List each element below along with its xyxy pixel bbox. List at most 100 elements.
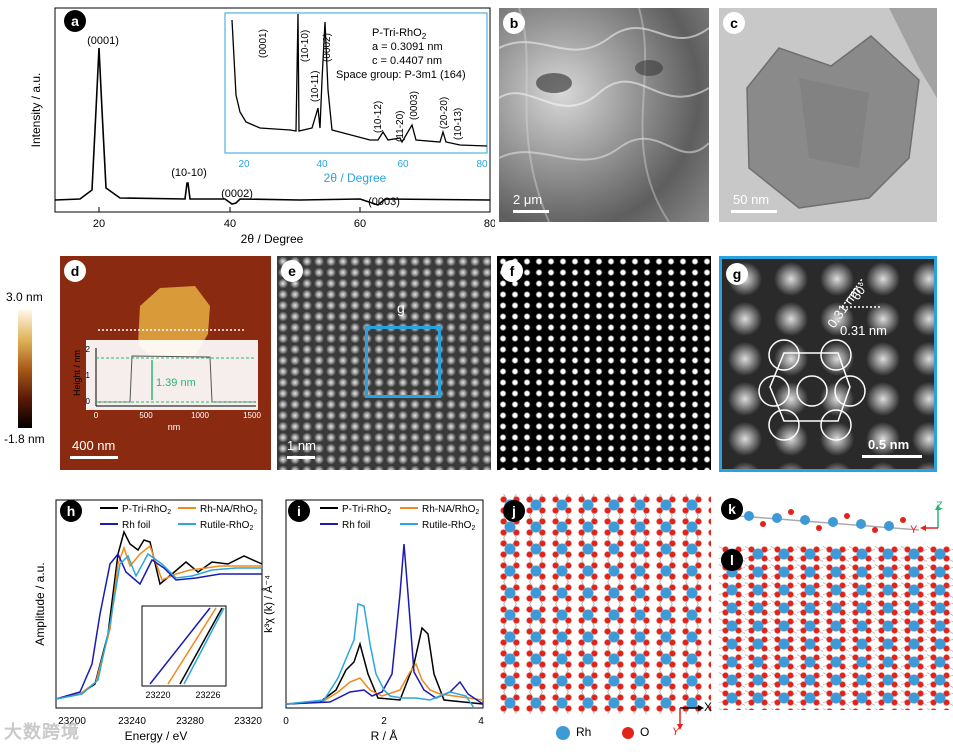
svg-text:P-Tri-RhO2: P-Tri-RhO2 bbox=[342, 504, 391, 516]
xrd-xtick: 80 bbox=[484, 218, 495, 230]
svg-text:1000: 1000 bbox=[191, 411, 209, 420]
panel-label-e: e bbox=[281, 260, 303, 282]
zoom-box bbox=[365, 326, 441, 398]
svg-text:23200: 23200 bbox=[58, 716, 86, 727]
panel-label-b: b bbox=[503, 12, 525, 34]
svg-text:1: 1 bbox=[86, 371, 91, 380]
scale-bar bbox=[731, 210, 777, 213]
scale-bar bbox=[70, 456, 118, 459]
lattice-overlay: 0.31 nm 60° 0.31 nm bbox=[758, 278, 887, 441]
panel-label-j: j bbox=[503, 500, 525, 522]
svg-text:40: 40 bbox=[316, 159, 328, 170]
colorbar-top-label: 3.0 nm bbox=[6, 290, 43, 304]
svg-text:nm: nm bbox=[168, 422, 181, 432]
scale-bar bbox=[287, 456, 315, 459]
xrd-ylabel: Intensity / a.u. bbox=[29, 73, 43, 148]
svg-text:23240: 23240 bbox=[118, 716, 146, 727]
scale-bar bbox=[862, 455, 922, 458]
svg-text:Rh foil: Rh foil bbox=[122, 520, 150, 531]
svg-text:2: 2 bbox=[381, 716, 387, 727]
panel-a: 20 40 60 80 2θ / Degree Intensity / a.u.… bbox=[0, 0, 496, 250]
svg-text:P-Tri-RhO2: P-Tri-RhO2 bbox=[372, 27, 427, 41]
xrd-xtick: 20 bbox=[93, 218, 105, 230]
panel-label-l: l bbox=[721, 549, 743, 571]
svg-text:23220: 23220 bbox=[145, 690, 170, 700]
panel-label-k: k bbox=[721, 498, 743, 520]
panel-label-i: i bbox=[288, 500, 310, 522]
afm-image: 1.39 nm 2 1 0 Height / nm 0 500 1000 150… bbox=[72, 286, 261, 432]
panel-l: l bbox=[719, 545, 953, 710]
xrd-peak-label: (0003) bbox=[368, 196, 400, 208]
watermark: 大数跨境 bbox=[4, 722, 80, 742]
axis-z-label: Z bbox=[936, 500, 943, 512]
panel-i: P-Tri-RhO2 Rh-NA/RhO2 Rh foil Rutile-RhO… bbox=[250, 494, 490, 747]
xrd-xlabel: 2θ / Degree bbox=[241, 232, 304, 246]
panel-label-g: g bbox=[726, 263, 748, 285]
axis-y-label: Y bbox=[910, 524, 918, 536]
yz-axes-indicator bbox=[920, 504, 941, 531]
panel-h: 23220 23226 P-Tri-RhO2 Rh-NA/RhO2 Rh foi… bbox=[0, 494, 275, 747]
xanes-chart: 23220 23226 P-Tri-RhO2 Rh-NA/RhO2 Rh foi… bbox=[33, 499, 263, 743]
svg-text:(10-13): (10-13) bbox=[453, 108, 464, 140]
svg-text:(0003): (0003) bbox=[409, 91, 420, 120]
panel-b: b 2 μm bbox=[499, 8, 709, 222]
svg-text:23280: 23280 bbox=[176, 716, 204, 727]
svg-text:23226: 23226 bbox=[195, 690, 220, 700]
svg-text:(0001): (0001) bbox=[258, 29, 269, 58]
svg-text:0: 0 bbox=[283, 716, 289, 727]
svg-text:(11-20): (11-20) bbox=[395, 111, 406, 143]
scale-label-c: 50 nm bbox=[733, 192, 770, 207]
svg-text:2θ / Degree: 2θ / Degree bbox=[324, 171, 387, 185]
colorbar-bottom-label: -1.8 nm bbox=[4, 432, 45, 446]
svg-text:k³χ (k) / Å⁻⁴: k³χ (k) / Å⁻⁴ bbox=[262, 575, 275, 633]
panel-d: 1.39 nm 2 1 0 Height / nm 0 500 1000 150… bbox=[60, 256, 271, 470]
afm-colorbar: 3.0 nm -1.8 nm bbox=[0, 290, 55, 450]
svg-text:(10-12): (10-12) bbox=[373, 101, 384, 133]
svg-text:0: 0 bbox=[86, 397, 91, 406]
panel-label-f: f bbox=[501, 260, 523, 282]
svg-text:23320: 23320 bbox=[234, 716, 262, 727]
scale-label-e: 1 nm bbox=[287, 438, 316, 453]
exafs-chart: P-Tri-RhO2 Rh-NA/RhO2 Rh foil Rutile-RhO… bbox=[262, 499, 484, 743]
scale-label-b: 2 μm bbox=[513, 192, 543, 207]
svg-text:0: 0 bbox=[94, 411, 99, 420]
svg-text:(10-11): (10-11) bbox=[310, 71, 321, 103]
panel-label-a: a bbox=[64, 10, 86, 32]
svg-text:a = 0.3091 nm: a = 0.3091 nm bbox=[372, 41, 443, 53]
svg-text:500: 500 bbox=[139, 411, 153, 420]
xrd-peak-label: (0001) bbox=[87, 35, 119, 47]
svg-text:Rutile-RhO2: Rutile-RhO2 bbox=[200, 520, 253, 532]
scale-bar bbox=[513, 210, 549, 213]
axis-y-label: Y bbox=[672, 726, 680, 738]
svg-text:Rh-NA/RhO2: Rh-NA/RhO2 bbox=[422, 504, 479, 516]
svg-text:1.39 nm: 1.39 nm bbox=[156, 377, 196, 389]
svg-text:Rutile-RhO2: Rutile-RhO2 bbox=[422, 520, 475, 532]
svg-text:20: 20 bbox=[238, 159, 250, 170]
scale-label-d: 400 nm bbox=[72, 438, 116, 453]
scale-label-g: 0.5 nm bbox=[868, 437, 910, 452]
svg-text:Rh foil: Rh foil bbox=[342, 520, 370, 531]
xrd-chart: 20 40 60 80 2θ / Degree Intensity / a.u.… bbox=[29, 7, 496, 246]
legend-rh-dot bbox=[556, 726, 570, 740]
xrd-peak-label: (10-10) bbox=[171, 167, 206, 179]
panel-e: e g 1 nm bbox=[277, 256, 491, 470]
svg-text:(20-20): (20-20) bbox=[439, 97, 450, 129]
zoom-box-label: g bbox=[397, 300, 405, 316]
legend-o-label: O bbox=[640, 725, 650, 739]
panel-g: 0.31 nm 60° 0.31 nm g 0.5 nm bbox=[719, 256, 937, 472]
svg-text:Energy / eV: Energy / eV bbox=[125, 729, 188, 743]
side-view-structure bbox=[736, 505, 920, 533]
svg-text:c = 0.4407 nm: c = 0.4407 nm bbox=[372, 55, 442, 67]
tem-particle bbox=[746, 8, 937, 209]
sem-texture bbox=[499, 8, 709, 222]
panel-k: k bbox=[719, 494, 920, 534]
svg-text:P-Tri-RhO2: P-Tri-RhO2 bbox=[122, 504, 171, 516]
svg-text:Space group: P-3m1 (164): Space group: P-3m1 (164) bbox=[336, 69, 466, 81]
colorbar-gradient bbox=[18, 310, 32, 428]
svg-text:Height / nm: Height / nm bbox=[72, 350, 82, 396]
xy-axes-indicator bbox=[677, 705, 704, 730]
svg-text:0.31 nm: 0.31 nm bbox=[840, 323, 887, 338]
xrd-xtick: 40 bbox=[224, 218, 236, 230]
svg-text:(0002): (0002) bbox=[322, 33, 333, 62]
svg-text:4: 4 bbox=[478, 716, 484, 727]
